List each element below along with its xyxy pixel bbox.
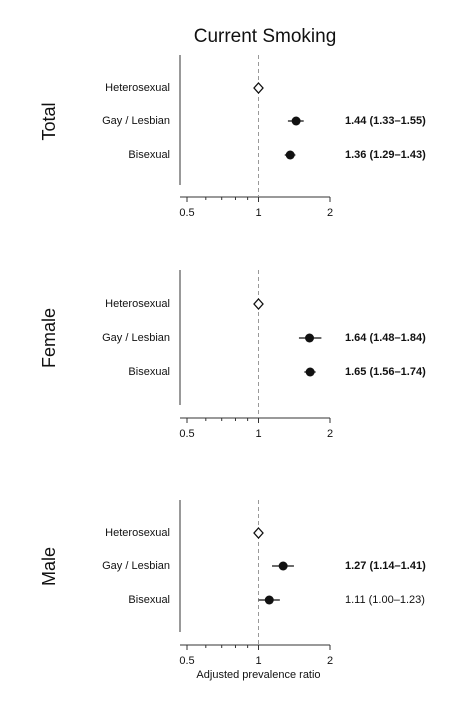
x-axis-label: Adjusted prevalence ratio xyxy=(196,669,320,681)
category-label: Gay / Lesbian xyxy=(102,332,170,344)
point xyxy=(264,595,274,605)
category-label: Bisexual xyxy=(128,366,170,378)
value-label: 1.44 (1.33–1.55) xyxy=(345,115,426,127)
x-tick-label: 1 xyxy=(255,207,261,219)
category-label: Heterosexual xyxy=(105,82,170,94)
x-tick-label: 0.5 xyxy=(179,655,194,667)
category-label: Heterosexual xyxy=(105,527,170,539)
value-label: 1.27 (1.14–1.41) xyxy=(345,560,426,572)
category-label: Gay / Lesbian xyxy=(102,560,170,572)
category-label: Bisexual xyxy=(128,594,170,606)
point xyxy=(291,116,301,126)
panel-label: Total xyxy=(39,102,59,140)
point xyxy=(305,367,315,377)
x-tick-label: 2 xyxy=(327,655,333,667)
category-label: Heterosexual xyxy=(105,298,170,310)
reference-marker xyxy=(253,527,264,539)
x-tick-label: 1 xyxy=(255,655,261,667)
x-tick-label: 2 xyxy=(327,428,333,440)
value-label: 1.65 (1.56–1.74) xyxy=(345,366,426,378)
x-tick-label: 0.5 xyxy=(179,428,194,440)
x-tick-label: 0.5 xyxy=(179,207,194,219)
reference-marker xyxy=(253,82,264,94)
reference-marker xyxy=(253,298,264,310)
value-label: 1.64 (1.48–1.84) xyxy=(345,332,426,344)
point xyxy=(285,150,295,160)
panel-label: Female xyxy=(39,308,59,368)
x-tick-label: 1 xyxy=(255,428,261,440)
category-label: Bisexual xyxy=(128,149,170,161)
x-tick-label: 2 xyxy=(327,207,333,219)
panel-label: Male xyxy=(39,547,59,586)
chart-title: Current Smoking xyxy=(194,26,337,47)
point xyxy=(278,561,288,571)
point xyxy=(305,333,315,343)
category-label: Gay / Lesbian xyxy=(102,115,170,127)
value-label: 1.36 (1.29–1.43) xyxy=(345,149,426,161)
value-label: 1.11 (1.00–1.23) xyxy=(345,594,425,606)
